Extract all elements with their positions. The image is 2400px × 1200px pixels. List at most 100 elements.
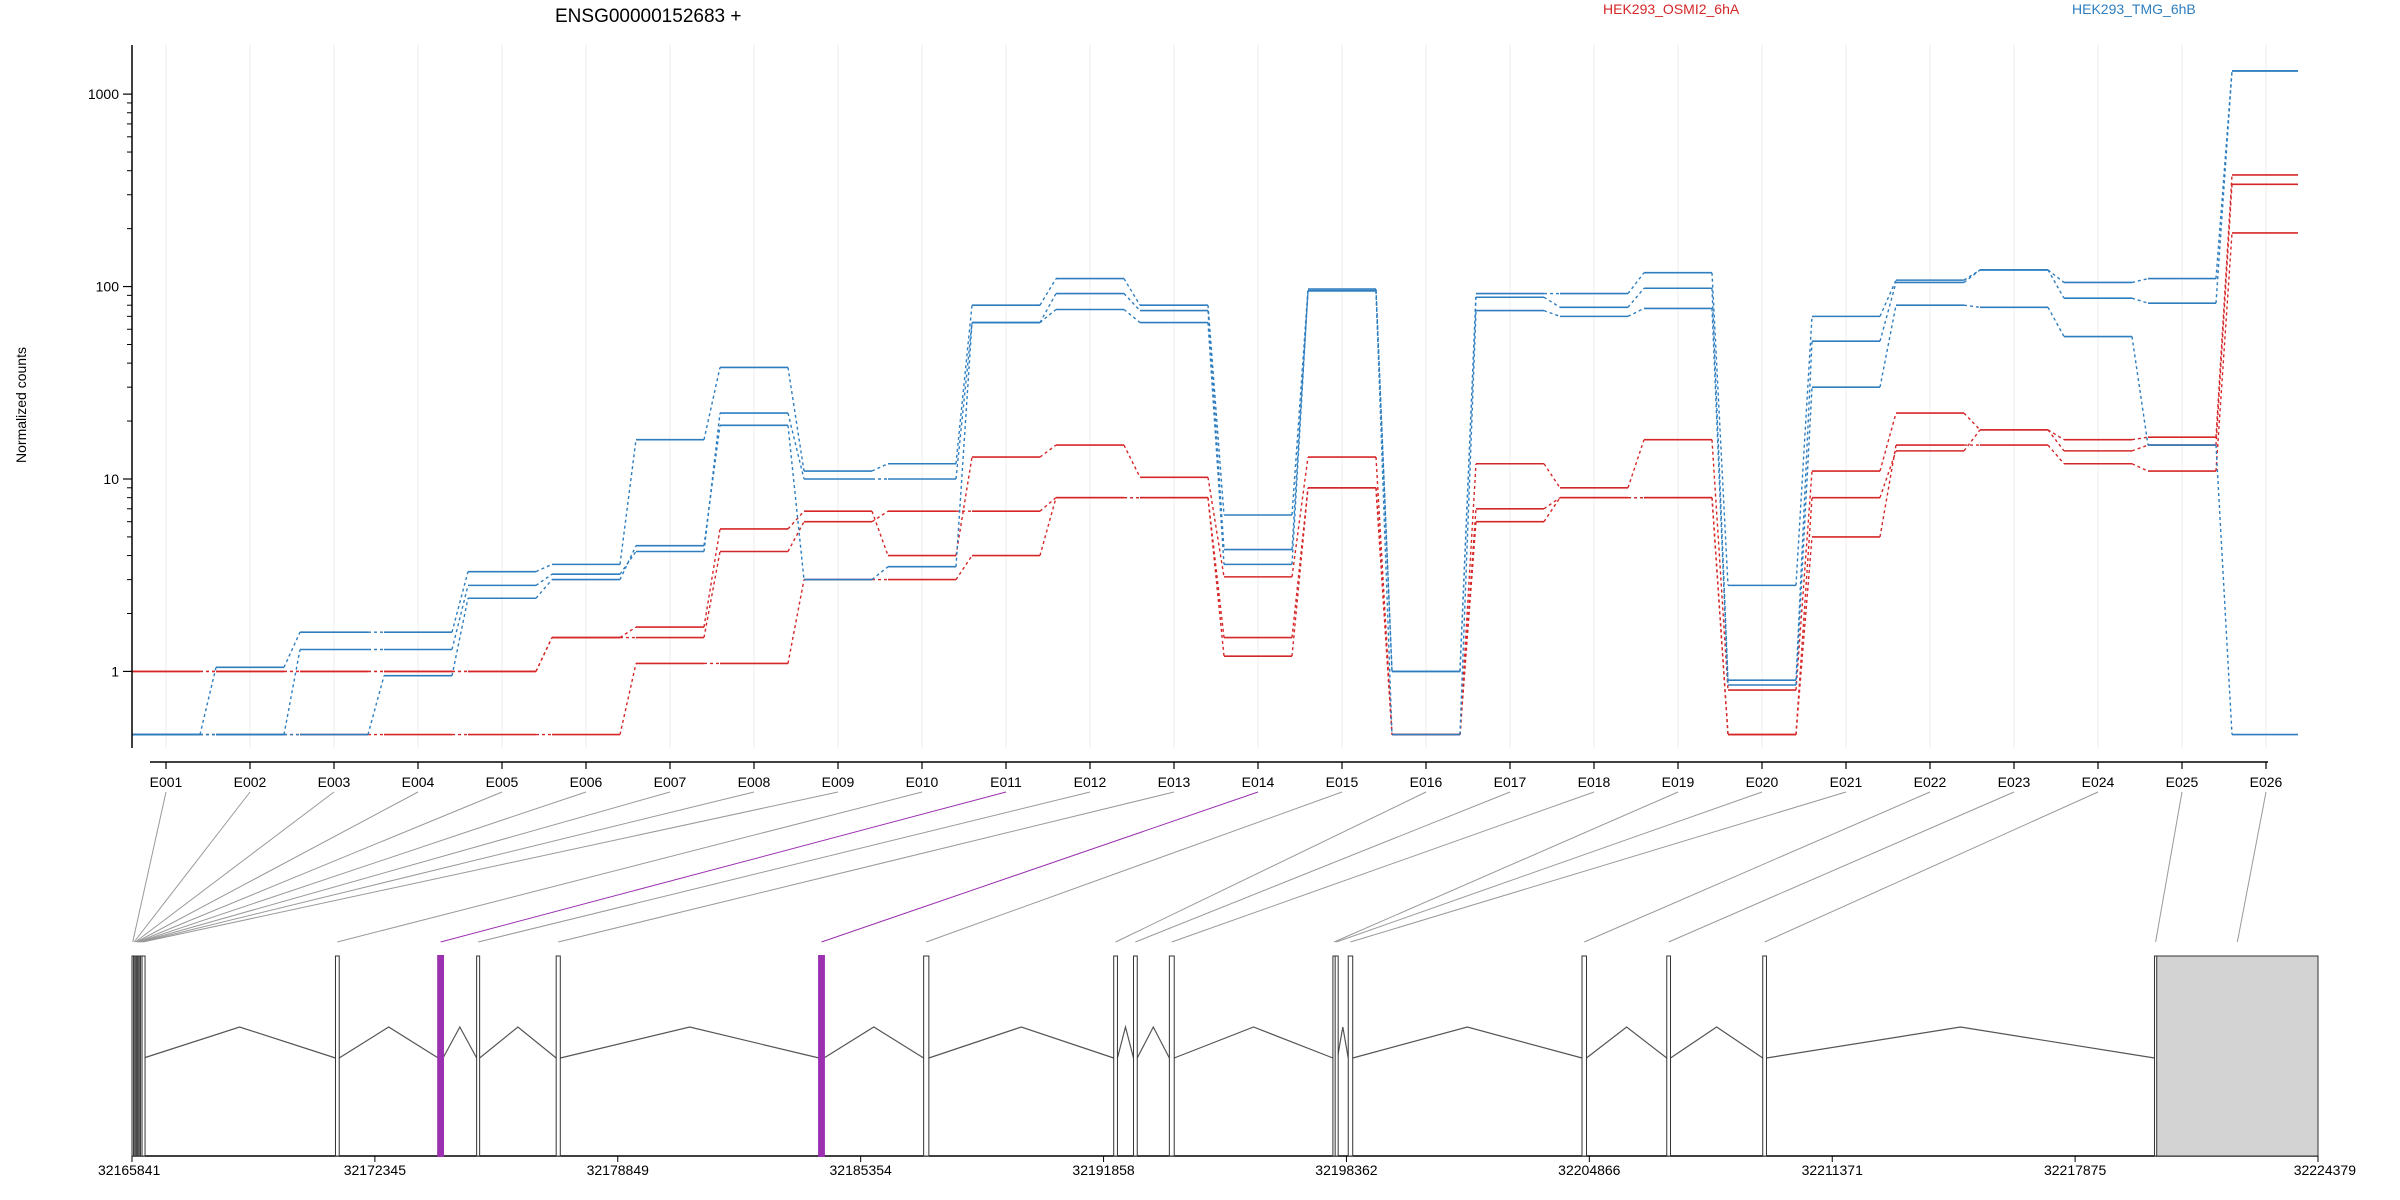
grid — [165, 45, 2267, 748]
exon-connector — [1584, 791, 1931, 943]
exon-connector — [1336, 791, 1763, 943]
intron — [1352, 1026, 1583, 1059]
series-transition — [1543, 497, 1561, 523]
series-transition — [1627, 287, 1645, 308]
series-transition — [1459, 297, 1477, 672]
series-line — [132, 232, 2298, 736]
exon-box — [1334, 955, 1339, 1157]
intron — [1670, 1026, 1764, 1059]
intron — [1116, 1024, 1135, 1059]
series-transition — [1039, 278, 1057, 306]
series-transition — [1963, 412, 1981, 431]
series-transition — [955, 555, 973, 580]
series-transition — [1543, 463, 1561, 489]
series-transition — [1375, 457, 1393, 735]
exon-box — [1113, 955, 1118, 1157]
x-tick-label: E024 — [2082, 774, 2115, 790]
series-line — [132, 70, 2298, 736]
exon-connector — [1350, 791, 1847, 943]
series-transition — [1375, 487, 1393, 735]
exon-box — [476, 955, 481, 1157]
x-tick-label: E026 — [2250, 774, 2283, 790]
series-transition — [2131, 444, 2149, 452]
series-transition — [1627, 272, 1645, 294]
series-transition — [787, 521, 805, 552]
coordinate-tick-label: 32172345 — [344, 1162, 407, 1178]
series-transition — [703, 367, 721, 440]
series-transition — [1879, 282, 1897, 342]
chart-title: ENSG00000152683 + — [555, 6, 741, 27]
exon-box — [818, 955, 825, 1157]
intron — [1766, 1026, 2155, 1059]
series-transition — [1207, 305, 1225, 516]
series-transition — [871, 463, 889, 472]
series-transition — [1291, 487, 1309, 638]
series-transition — [2131, 277, 2149, 284]
gene-model — [131, 955, 2319, 1157]
series-transition — [451, 598, 469, 676]
series-transition — [1459, 310, 1477, 735]
series-transition — [1711, 439, 1729, 691]
series-transition — [2047, 429, 2065, 452]
series-transition — [787, 367, 805, 472]
x-tick-label: E014 — [1242, 774, 1275, 790]
x-tick-label: E010 — [906, 774, 939, 790]
series-transition — [1291, 290, 1309, 565]
exon-connector — [133, 791, 251, 943]
series-transition — [619, 626, 637, 639]
series-transition — [1039, 308, 1057, 324]
series-transition — [1795, 470, 1813, 691]
series-transition — [2131, 436, 2149, 441]
intron — [143, 1026, 336, 1059]
exon-connector — [136, 791, 419, 943]
series-transition — [871, 510, 889, 523]
intron — [1586, 1026, 1668, 1059]
series-transition — [1627, 439, 1645, 489]
y-axis-label: Normalized counts — [13, 347, 29, 463]
series-transition — [199, 667, 217, 735]
series-transition — [2215, 445, 2233, 735]
exon-connector — [132, 791, 167, 943]
exon-connectors — [132, 791, 2267, 943]
exon-connector — [139, 791, 671, 943]
intron — [479, 1026, 557, 1059]
series-transition — [1543, 497, 1561, 510]
series-transition — [703, 528, 721, 628]
legend-tmg: HEK293_TMG_6hB — [2072, 1, 2196, 17]
series-transition — [1207, 322, 1225, 565]
coordinate-tick-label: 32165841 — [98, 1162, 161, 1178]
series-transition — [1039, 444, 1057, 458]
series-transition — [1291, 456, 1309, 577]
intron — [928, 1026, 1114, 1059]
series-transition — [703, 413, 721, 552]
exon-connector — [558, 791, 1175, 943]
exon-connector — [1668, 791, 2015, 943]
coordinate-tick-label: 32224379 — [2294, 1162, 2357, 1178]
series-transition — [787, 579, 805, 664]
coordinate-ticks: 32165841 32172345 32178849 32185354 32191858… — [98, 1156, 2356, 1178]
exon-connector — [138, 791, 587, 943]
exon-connector — [926, 791, 1343, 943]
coordinate-tick-label: 32178849 — [587, 1162, 650, 1178]
x-tick-label: E008 — [738, 774, 771, 790]
series-transition — [1375, 290, 1393, 735]
intron — [823, 1026, 924, 1059]
intron — [442, 1025, 478, 1059]
series-transition — [367, 675, 385, 735]
x-tick-label: E023 — [1998, 774, 2031, 790]
legend-osmi2: HEK293_OSMI2_6hA — [1603, 1, 1740, 17]
x-tick-label: E005 — [486, 774, 519, 790]
x-tick-label: E016 — [1410, 774, 1443, 790]
exon-connector — [141, 791, 755, 943]
series-transition — [2047, 269, 2065, 299]
series-transition — [955, 322, 973, 567]
x-tick-label: E022 — [1914, 774, 1947, 790]
x-tick-label: E011 — [990, 774, 1022, 790]
exon-box — [1133, 955, 1138, 1157]
series-transition — [1291, 290, 1309, 550]
series-transition — [535, 573, 553, 586]
series-transition — [2215, 70, 2233, 304]
series-transition — [535, 563, 553, 573]
series-transition — [1039, 497, 1057, 556]
